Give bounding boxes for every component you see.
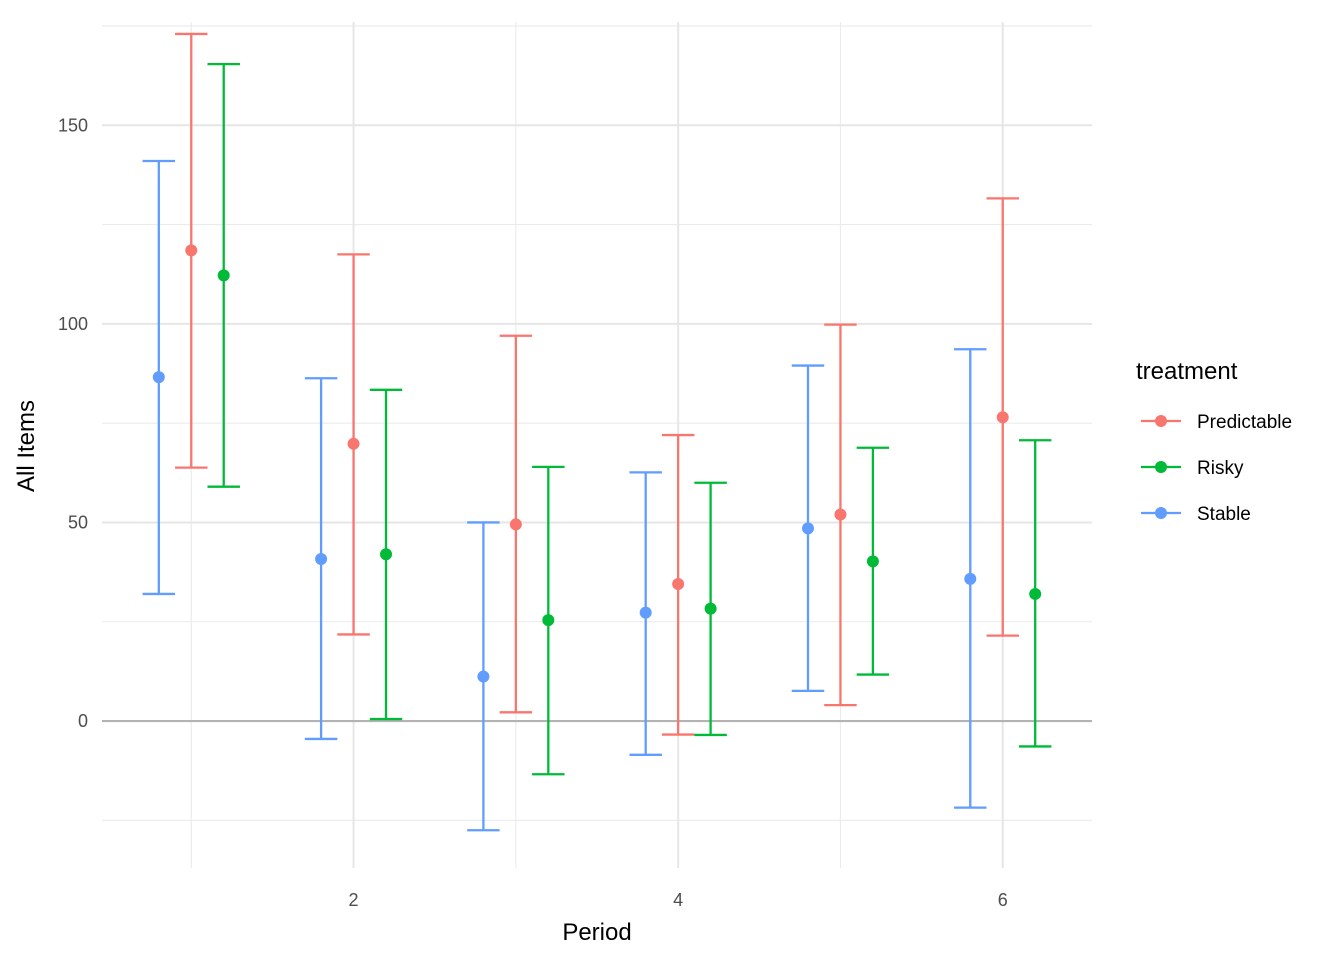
risky-point-1 bbox=[217, 269, 230, 282]
y-tick-label-2: 100 bbox=[58, 314, 88, 334]
predictable-point-2 bbox=[347, 437, 360, 450]
legend-label-stable: Stable bbox=[1197, 504, 1251, 525]
data-points bbox=[152, 244, 1042, 683]
risky-point-2 bbox=[380, 548, 393, 561]
grid-minor bbox=[102, 22, 1092, 868]
predictable-point-3 bbox=[509, 518, 522, 531]
risky-point-4 bbox=[704, 602, 717, 615]
legend: treatment Predictable Risky Stable bbox=[1136, 358, 1292, 525]
x-tick-label-2: 6 bbox=[998, 890, 1008, 910]
risky-point-3 bbox=[542, 614, 555, 627]
y-tick-label-1: 50 bbox=[68, 512, 88, 532]
stable-point-4 bbox=[639, 606, 652, 619]
legend-label-risky: Risky bbox=[1197, 458, 1244, 479]
predictable-point-5 bbox=[834, 508, 847, 521]
stable-point-3 bbox=[477, 670, 490, 683]
grid-major bbox=[102, 22, 1092, 868]
y-axis-tick-labels: 0 50 100 150 bbox=[58, 115, 88, 731]
predictable-point-6 bbox=[996, 411, 1009, 424]
y-tick-label-3: 150 bbox=[58, 115, 88, 135]
legend-key-point-risky bbox=[1155, 461, 1167, 473]
stable-point-1 bbox=[152, 371, 165, 384]
legend-key-point-predictable bbox=[1155, 415, 1167, 427]
legend-key-point-stable bbox=[1155, 507, 1167, 519]
stable-point-6 bbox=[964, 572, 977, 585]
x-axis-tick-labels: 2 4 6 bbox=[349, 890, 1008, 910]
legend-label-predictable: Predictable bbox=[1197, 412, 1292, 433]
x-tick-label-0: 2 bbox=[349, 890, 359, 910]
predictable-point-4 bbox=[672, 578, 685, 591]
legend-item-risky: Risky bbox=[1141, 458, 1244, 479]
stable-point-2 bbox=[315, 552, 328, 565]
legend-item-predictable: Predictable bbox=[1141, 412, 1292, 433]
legend-items: Predictable Risky Stable bbox=[1141, 412, 1292, 525]
legend-item-stable: Stable bbox=[1141, 504, 1251, 525]
predictable-point-1 bbox=[185, 244, 198, 257]
stable-point-5 bbox=[801, 522, 814, 535]
x-axis-title: Period bbox=[562, 919, 631, 946]
y-axis-title: All Items bbox=[13, 400, 40, 492]
y-tick-label-0: 0 bbox=[78, 711, 88, 731]
legend-title: treatment bbox=[1136, 358, 1238, 385]
risky-point-5 bbox=[866, 555, 879, 568]
x-tick-label-1: 4 bbox=[673, 890, 683, 910]
risky-point-6 bbox=[1029, 587, 1042, 600]
error-bars bbox=[142, 32, 1052, 832]
